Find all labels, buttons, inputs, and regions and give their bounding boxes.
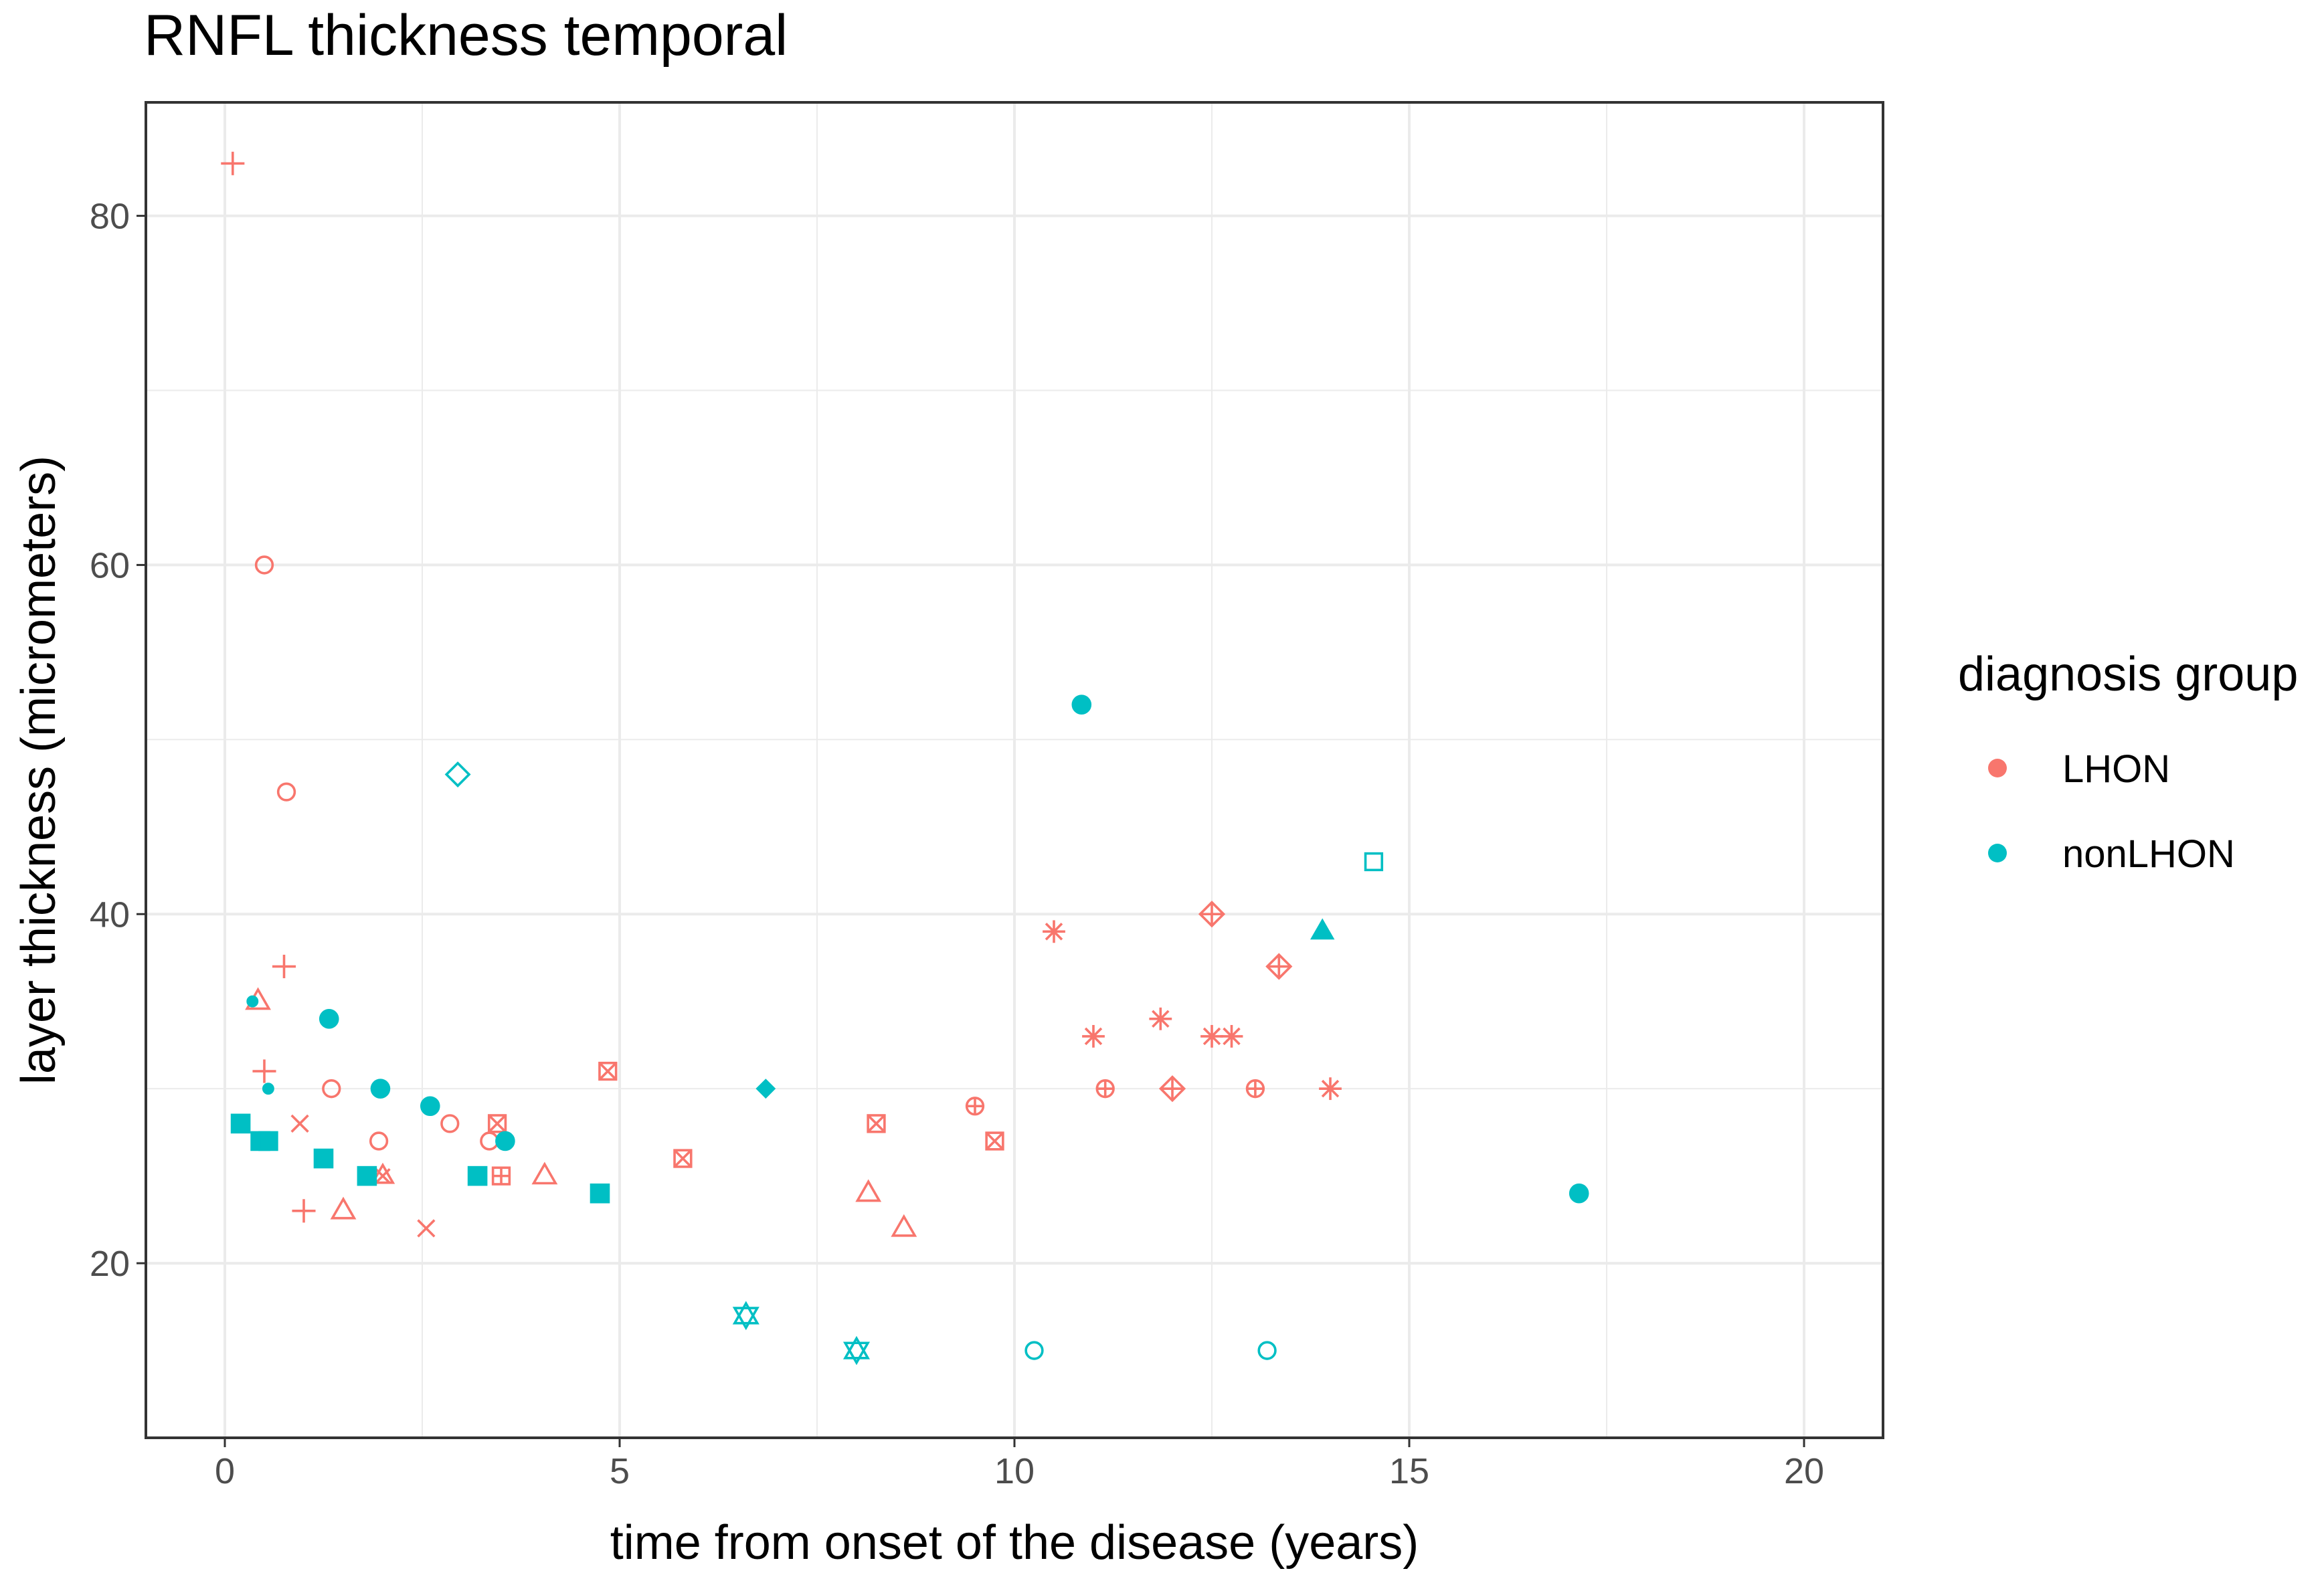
axes: 0 5 10 15 20 20 40 60 80 — [90, 197, 1824, 1491]
data-point — [1095, 1079, 1115, 1099]
data-point — [1257, 1341, 1277, 1360]
data-point — [440, 1114, 460, 1133]
legend-key — [1988, 844, 2007, 862]
data-point — [322, 1079, 341, 1099]
data-point — [1071, 694, 1092, 715]
data-point — [252, 1059, 276, 1083]
data-point — [467, 1165, 488, 1186]
data-point — [891, 1214, 917, 1237]
data-points — [221, 151, 1589, 1366]
data-point — [246, 995, 259, 1008]
data-point — [319, 1009, 339, 1029]
data-point — [531, 1161, 558, 1185]
data-point — [230, 1113, 251, 1134]
data-point — [290, 1114, 309, 1133]
data-point — [272, 954, 296, 979]
data-point — [444, 761, 471, 787]
legend-key — [1988, 759, 2007, 777]
x-axis-title: time from onset of the disease (years) — [610, 1516, 1419, 1570]
data-point — [1265, 953, 1293, 980]
data-point — [313, 1148, 334, 1169]
data-point — [755, 1079, 776, 1099]
x-tick-label: 5 — [610, 1451, 630, 1491]
y-tick-label: 80 — [90, 197, 130, 237]
data-point — [842, 1335, 871, 1366]
data-point — [867, 1114, 886, 1133]
data-point — [1149, 1007, 1172, 1030]
data-point — [262, 1083, 274, 1095]
data-point — [1200, 1024, 1223, 1048]
data-point — [1024, 1341, 1044, 1360]
data-point — [1158, 1075, 1186, 1103]
x-tick-label: 20 — [1784, 1451, 1824, 1491]
data-point — [1198, 901, 1226, 928]
data-point — [254, 555, 274, 575]
data-point — [258, 1131, 278, 1151]
data-point — [370, 1162, 395, 1184]
data-point — [487, 1114, 507, 1133]
x-tick-label: 15 — [1389, 1451, 1429, 1491]
data-point — [1245, 1079, 1265, 1099]
data-point — [292, 1199, 316, 1223]
grid-lines — [146, 102, 1883, 1438]
y-axis-title: layer thickness (micrometers) — [12, 456, 66, 1085]
data-point — [330, 1196, 357, 1220]
data-point — [370, 1079, 391, 1099]
data-point — [1310, 918, 1335, 940]
data-point — [965, 1097, 985, 1116]
legend-label: nonLHON — [2062, 832, 2235, 876]
data-point — [276, 782, 296, 802]
data-point — [1569, 1183, 1589, 1204]
y-tick-label: 40 — [90, 895, 130, 935]
data-point — [369, 1131, 389, 1151]
legend-title: diagnosis group — [1958, 648, 2298, 701]
y-tick-label: 60 — [90, 545, 130, 585]
data-point — [495, 1131, 515, 1151]
data-point — [732, 1301, 759, 1331]
data-point — [673, 1149, 693, 1168]
data-point — [357, 1165, 377, 1186]
y-tick-label: 20 — [90, 1244, 130, 1284]
data-point — [1043, 920, 1065, 943]
data-point — [985, 1131, 1004, 1151]
data-point — [1319, 1077, 1342, 1101]
legend-label: LHON — [2062, 747, 2170, 791]
data-point — [491, 1166, 511, 1186]
x-tick-label: 10 — [994, 1451, 1035, 1491]
legend: diagnosis group LHON nonLHON — [1958, 648, 2298, 876]
data-point — [590, 1183, 610, 1204]
data-point — [1364, 852, 1384, 872]
data-point — [221, 151, 245, 175]
data-point — [855, 1179, 882, 1202]
data-point — [420, 1096, 440, 1117]
data-point — [598, 1061, 618, 1081]
series-nonlhon — [230, 694, 1589, 1366]
chart-title: RNFL thickness temporal — [144, 3, 788, 68]
legend-entries: LHON nonLHON — [1988, 747, 2235, 876]
data-point — [417, 1219, 436, 1238]
data-point — [1082, 1024, 1105, 1048]
x-tick-label: 0 — [215, 1451, 235, 1491]
series-lhon — [221, 151, 1342, 1238]
data-point — [1220, 1024, 1243, 1048]
